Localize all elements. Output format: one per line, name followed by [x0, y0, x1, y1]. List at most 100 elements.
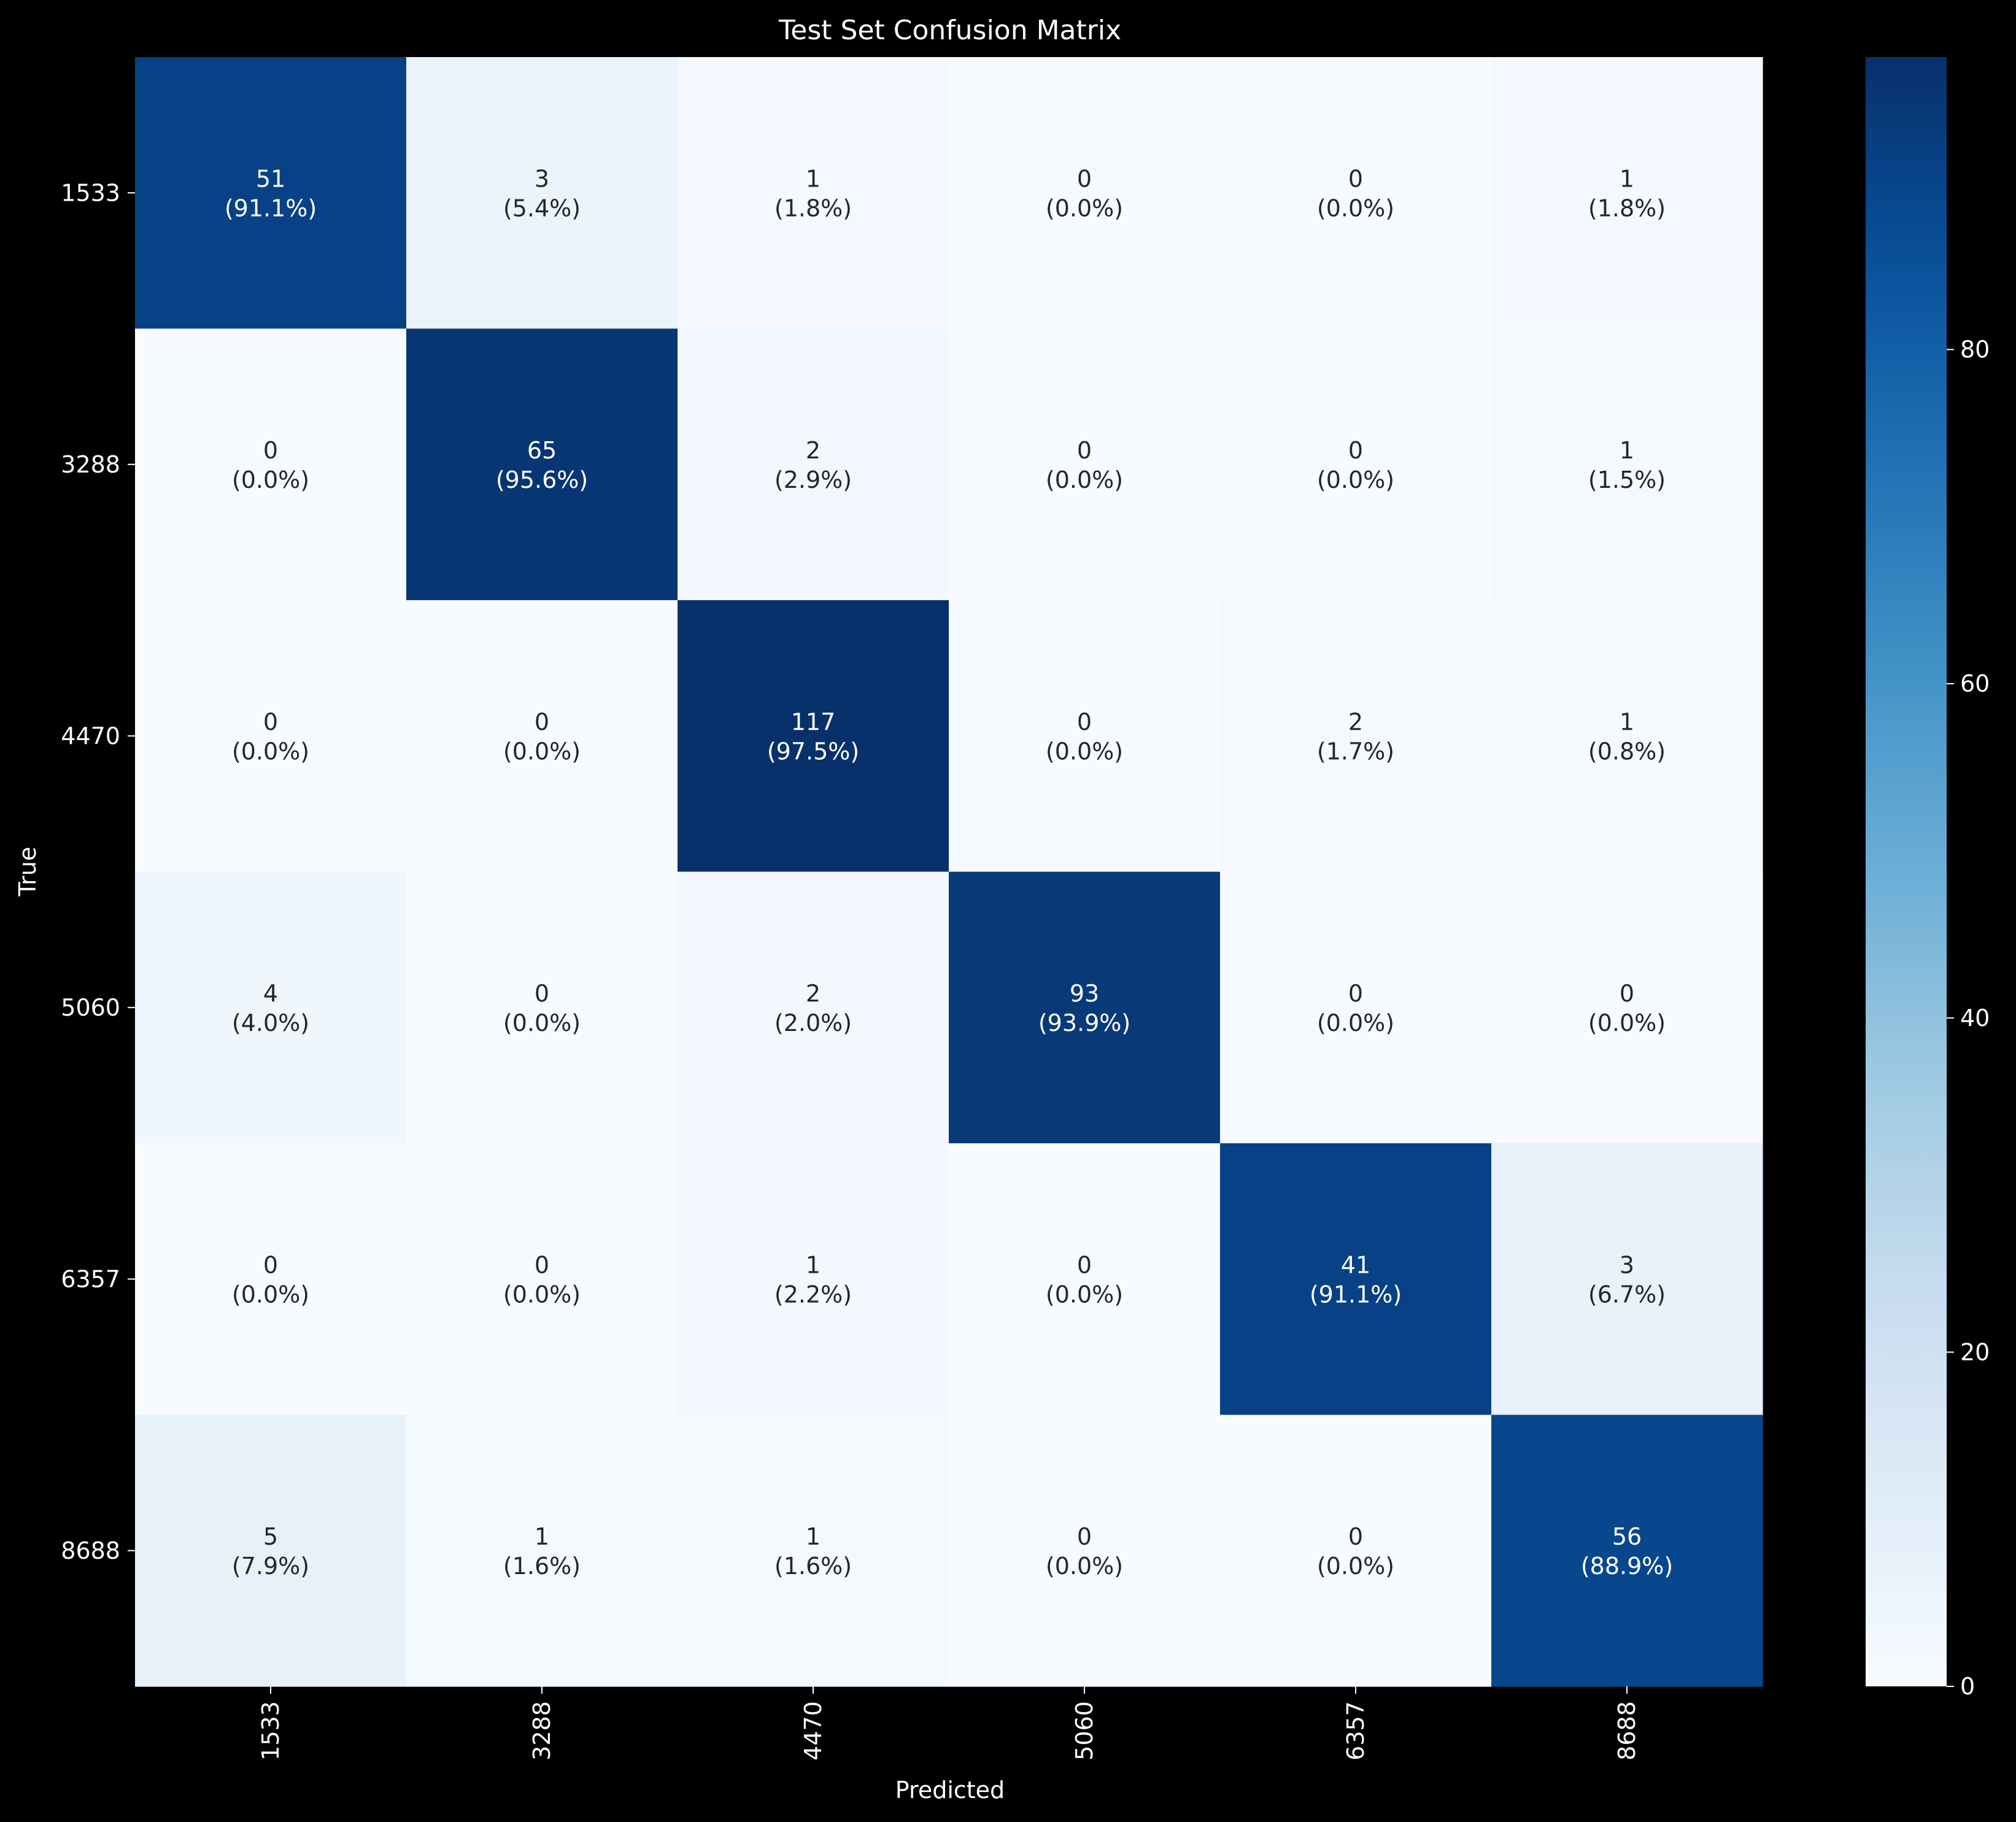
cell-count-label: 117 [791, 708, 836, 735]
colorbar-tick-label: 80 [1960, 336, 1990, 363]
heatmap-cell [678, 871, 949, 1144]
heatmap-cell [135, 57, 407, 330]
cell-count-label: 1 [806, 1251, 821, 1278]
heatmap-cell [406, 1143, 678, 1416]
cell-percent-label: (0.0%) [1317, 1553, 1394, 1580]
heatmap-cell [135, 328, 407, 601]
cell-percent-label: (4.0%) [232, 1009, 309, 1036]
heatmap-cell [406, 57, 678, 330]
cell-percent-label: (93.9%) [1038, 1009, 1130, 1036]
cell-count-label: 4 [263, 980, 278, 1007]
heatmap-cell [949, 871, 1221, 1144]
heatmap-cell [949, 57, 1221, 330]
cell-percent-label: (0.0%) [1046, 1281, 1123, 1308]
cell-percent-label: (0.0%) [1317, 195, 1394, 222]
heatmap-cell [678, 1415, 949, 1687]
cell-count-label: 56 [1612, 1523, 1642, 1550]
cell-count-label: 1 [535, 1523, 549, 1550]
heatmap-cell [406, 328, 678, 601]
y-tick-label: 6357 [61, 1265, 120, 1292]
cell-percent-label: (2.0%) [774, 1009, 852, 1036]
cell-percent-label: (0.0%) [232, 466, 309, 493]
cell-count-label: 2 [1348, 708, 1363, 735]
cell-percent-label: (0.8%) [1588, 738, 1666, 765]
cell-percent-label: (0.0%) [232, 1281, 309, 1308]
cell-count-label: 2 [806, 980, 821, 1007]
chart-title: Test Set Confusion Matrix [778, 15, 1121, 46]
cell-percent-label: (1.6%) [503, 1553, 581, 1580]
cell-count-label: 0 [1348, 437, 1363, 464]
cell-percent-label: (1.5%) [1588, 466, 1666, 493]
heatmap-cell [1220, 1415, 1492, 1687]
cell-percent-label: (6.7%) [1588, 1281, 1666, 1308]
cell-percent-label: (1.8%) [1588, 195, 1666, 222]
cell-count-label: 1 [806, 1523, 821, 1550]
cell-count-label: 0 [1077, 1523, 1092, 1550]
cell-count-label: 2 [806, 437, 821, 464]
y-tick-label: 1533 [61, 179, 120, 206]
cell-percent-label: (0.0%) [1588, 1009, 1666, 1036]
heatmap-cell [1491, 328, 1763, 601]
cell-percent-label: (2.9%) [774, 466, 852, 493]
cell-percent-label: (1.6%) [774, 1553, 852, 1580]
x-axis-ticks: 1533 3288 4470 5060 6357 8688 [257, 1686, 1640, 1761]
colorbar-gradient [1866, 57, 1947, 1686]
heatmap-cell [1491, 1415, 1763, 1687]
cell-count-label: 1 [1620, 708, 1634, 735]
cell-percent-label: (0.0%) [503, 1281, 581, 1308]
cell-count-label: 0 [1077, 1251, 1092, 1278]
heatmap-cell [1220, 871, 1492, 1144]
colorbar-tick-label: 60 [1960, 670, 1990, 697]
cell-count-label: 0 [1077, 165, 1092, 192]
cell-percent-label: (0.0%) [1317, 1009, 1394, 1036]
cell-percent-label: (95.6%) [496, 466, 588, 493]
heatmap-cells [135, 57, 1763, 1687]
cell-count-label: 3 [1620, 1251, 1634, 1278]
y-tick-label: 5060 [61, 994, 120, 1021]
cell-percent-label: (0.0%) [1046, 466, 1123, 493]
heatmap-cell [1220, 328, 1492, 601]
cell-count-label: 0 [1348, 1523, 1363, 1550]
heatmap-cell [678, 600, 949, 873]
heatmap-cell [135, 600, 407, 873]
colorbar: 0 20 40 60 80 [1866, 57, 1990, 1700]
cell-count-label: 1 [806, 165, 821, 192]
heatmap-cell [1220, 1143, 1492, 1416]
cell-percent-label: (7.9%) [232, 1553, 309, 1580]
cell-count-label: 0 [263, 708, 278, 735]
heatmap-cell [949, 1143, 1221, 1416]
cell-count-label: 0 [263, 1251, 278, 1278]
heatmap-cell [135, 1143, 407, 1416]
colorbar-tick-label: 40 [1960, 1005, 1990, 1032]
cell-percent-label: (0.0%) [1046, 1553, 1123, 1580]
colorbar-tick-label: 20 [1960, 1338, 1990, 1365]
y-tick-label: 3288 [61, 451, 120, 478]
x-tick-label: 1533 [257, 1701, 284, 1761]
cell-count-label: 1 [1620, 437, 1634, 464]
heatmap-cell [949, 600, 1221, 873]
cell-percent-label: (5.4%) [503, 195, 581, 222]
cell-count-label: 51 [256, 165, 285, 192]
cell-percent-label: (0.0%) [1046, 738, 1123, 765]
x-axis-label: Predicted [895, 1777, 1005, 1804]
cell-count-label: 93 [1070, 980, 1099, 1007]
x-tick-label: 5060 [1071, 1701, 1098, 1761]
x-tick-label: 4470 [800, 1701, 827, 1761]
cell-count-label: 0 [1077, 437, 1092, 464]
cell-percent-label: (2.2%) [774, 1281, 852, 1308]
x-tick-label: 6357 [1342, 1701, 1369, 1761]
cell-count-label: 41 [1341, 1251, 1370, 1278]
x-tick-label: 3288 [528, 1701, 555, 1761]
heatmap-cell [135, 1415, 407, 1687]
heatmap-cell [1491, 600, 1763, 873]
cell-percent-label: (1.8%) [774, 195, 852, 222]
heatmap-cell [678, 328, 949, 601]
cell-count-label: 0 [1348, 980, 1363, 1007]
cell-percent-label: (1.7%) [1317, 738, 1394, 765]
y-axis-ticks: 1533 3288 4470 5060 6357 8688 [61, 179, 135, 1564]
cell-count-label: 0 [1077, 708, 1092, 735]
heatmap-cell [1491, 1143, 1763, 1416]
cell-count-label: 65 [527, 437, 557, 464]
cell-percent-label: (0.0%) [503, 738, 581, 765]
cell-percent-label: (0.0%) [503, 1009, 581, 1036]
